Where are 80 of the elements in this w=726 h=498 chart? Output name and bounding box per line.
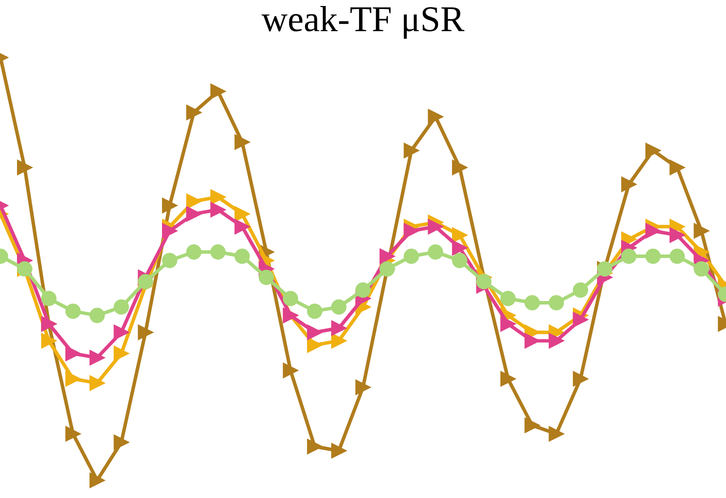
point	[428, 219, 444, 234]
point	[548, 426, 564, 442]
point	[452, 240, 468, 256]
point	[234, 219, 250, 234]
point	[114, 299, 129, 315]
point	[355, 282, 371, 298]
point	[331, 333, 346, 348]
point	[17, 160, 32, 176]
point	[186, 206, 202, 222]
point	[138, 274, 154, 290]
point	[452, 252, 468, 268]
point	[524, 333, 540, 348]
point	[162, 198, 178, 214]
point	[210, 84, 226, 99]
point	[282, 362, 298, 378]
point	[114, 346, 129, 362]
point	[404, 223, 419, 239]
point	[548, 295, 564, 310]
point	[670, 227, 685, 243]
point	[572, 312, 588, 328]
point	[210, 202, 226, 218]
point	[162, 252, 178, 268]
point	[331, 443, 346, 458]
point	[572, 282, 588, 298]
point	[452, 227, 468, 243]
point	[138, 324, 154, 340]
point	[90, 472, 105, 488]
point	[572, 371, 588, 386]
point	[90, 350, 105, 366]
point	[282, 290, 298, 306]
point	[186, 244, 202, 260]
point	[380, 248, 395, 264]
point	[548, 333, 564, 348]
point	[162, 223, 178, 239]
point	[355, 380, 371, 395]
point	[621, 176, 636, 192]
point	[645, 248, 661, 264]
point	[114, 434, 129, 450]
point	[404, 142, 419, 158]
point	[670, 248, 685, 264]
point	[428, 244, 444, 260]
point	[307, 337, 322, 353]
point	[65, 304, 81, 319]
point	[307, 438, 322, 454]
point	[307, 304, 322, 319]
point	[645, 142, 661, 158]
point	[428, 109, 444, 124]
point	[694, 223, 709, 239]
point	[331, 299, 346, 315]
chart-title: weak-TF μSR	[262, 6, 464, 39]
point	[210, 189, 226, 205]
point	[476, 274, 492, 290]
point	[234, 134, 250, 150]
point	[621, 248, 636, 264]
point	[41, 290, 56, 306]
point	[500, 371, 516, 386]
point	[65, 371, 81, 386]
point	[234, 248, 250, 264]
point	[307, 324, 322, 340]
point	[670, 160, 685, 176]
point	[404, 248, 419, 264]
point	[186, 194, 202, 209]
point	[258, 270, 274, 286]
point	[452, 160, 468, 176]
point	[500, 290, 516, 306]
point	[645, 223, 661, 239]
point	[234, 206, 250, 222]
point	[500, 316, 516, 332]
point	[90, 308, 105, 324]
point	[524, 295, 540, 310]
point	[90, 375, 105, 391]
point	[65, 346, 81, 362]
point	[186, 104, 202, 120]
point	[694, 261, 709, 277]
point	[65, 426, 81, 442]
point	[41, 333, 56, 348]
point	[524, 418, 540, 434]
point	[331, 320, 346, 336]
point	[114, 324, 129, 340]
point	[210, 244, 226, 260]
